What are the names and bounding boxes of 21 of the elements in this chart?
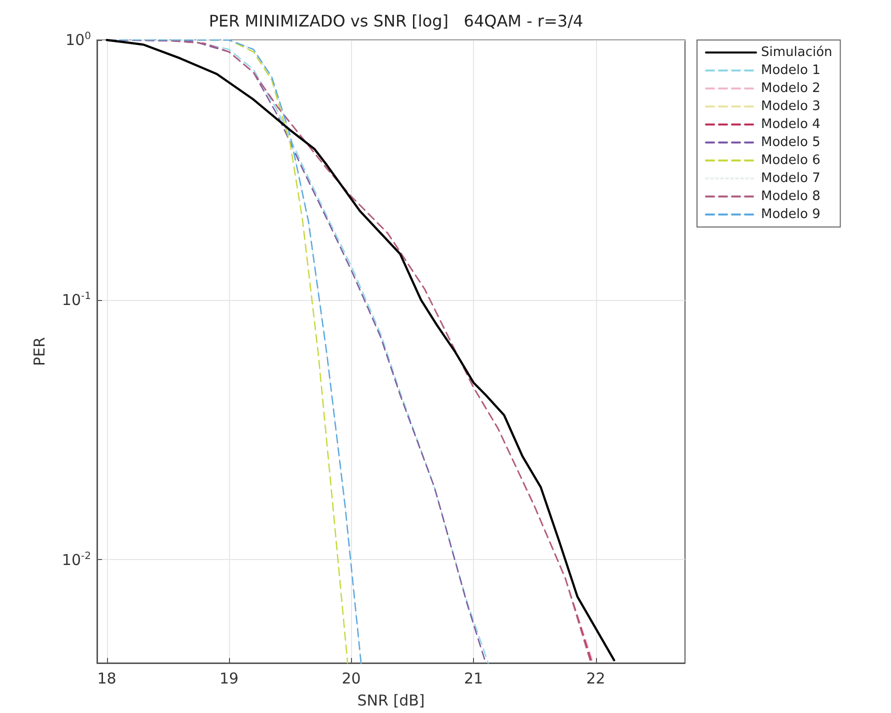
x-tick-label: 20 <box>342 670 361 688</box>
legend-label: Modelo 4 <box>761 117 820 132</box>
x-tick-label: 18 <box>97 670 116 688</box>
x-tick-label: 21 <box>464 670 484 688</box>
legend-label: Modelo 6 <box>761 153 820 168</box>
chart-title: PER MINIMIZADO vs SNR [log] 64QAM - r=3/4 <box>208 12 584 30</box>
y-tick-label: 10$^{-2}$ <box>62 550 91 569</box>
legend-label: Modelo 1 <box>761 63 820 78</box>
x-tick-label: 19 <box>219 670 239 688</box>
legend-label: Modelo 8 <box>761 189 820 204</box>
legend-label: Modelo 5 <box>761 135 820 150</box>
legend-label: Modelo 2 <box>761 81 820 96</box>
x-tick-label: 22 <box>586 670 606 688</box>
legend-label: Modelo 9 <box>761 207 820 222</box>
legend-label: Modelo 7 <box>761 171 820 186</box>
y-axis-title: PER <box>30 337 48 366</box>
x-axis-title: SNR [dB] <box>357 692 425 710</box>
legend-label: Modelo 3 <box>761 99 820 114</box>
legend-label: Simulación <box>761 45 832 60</box>
y-tick-label: 10$^{-1}$ <box>62 290 91 309</box>
y-tick-label: 10$^{0}$ <box>66 31 91 49</box>
